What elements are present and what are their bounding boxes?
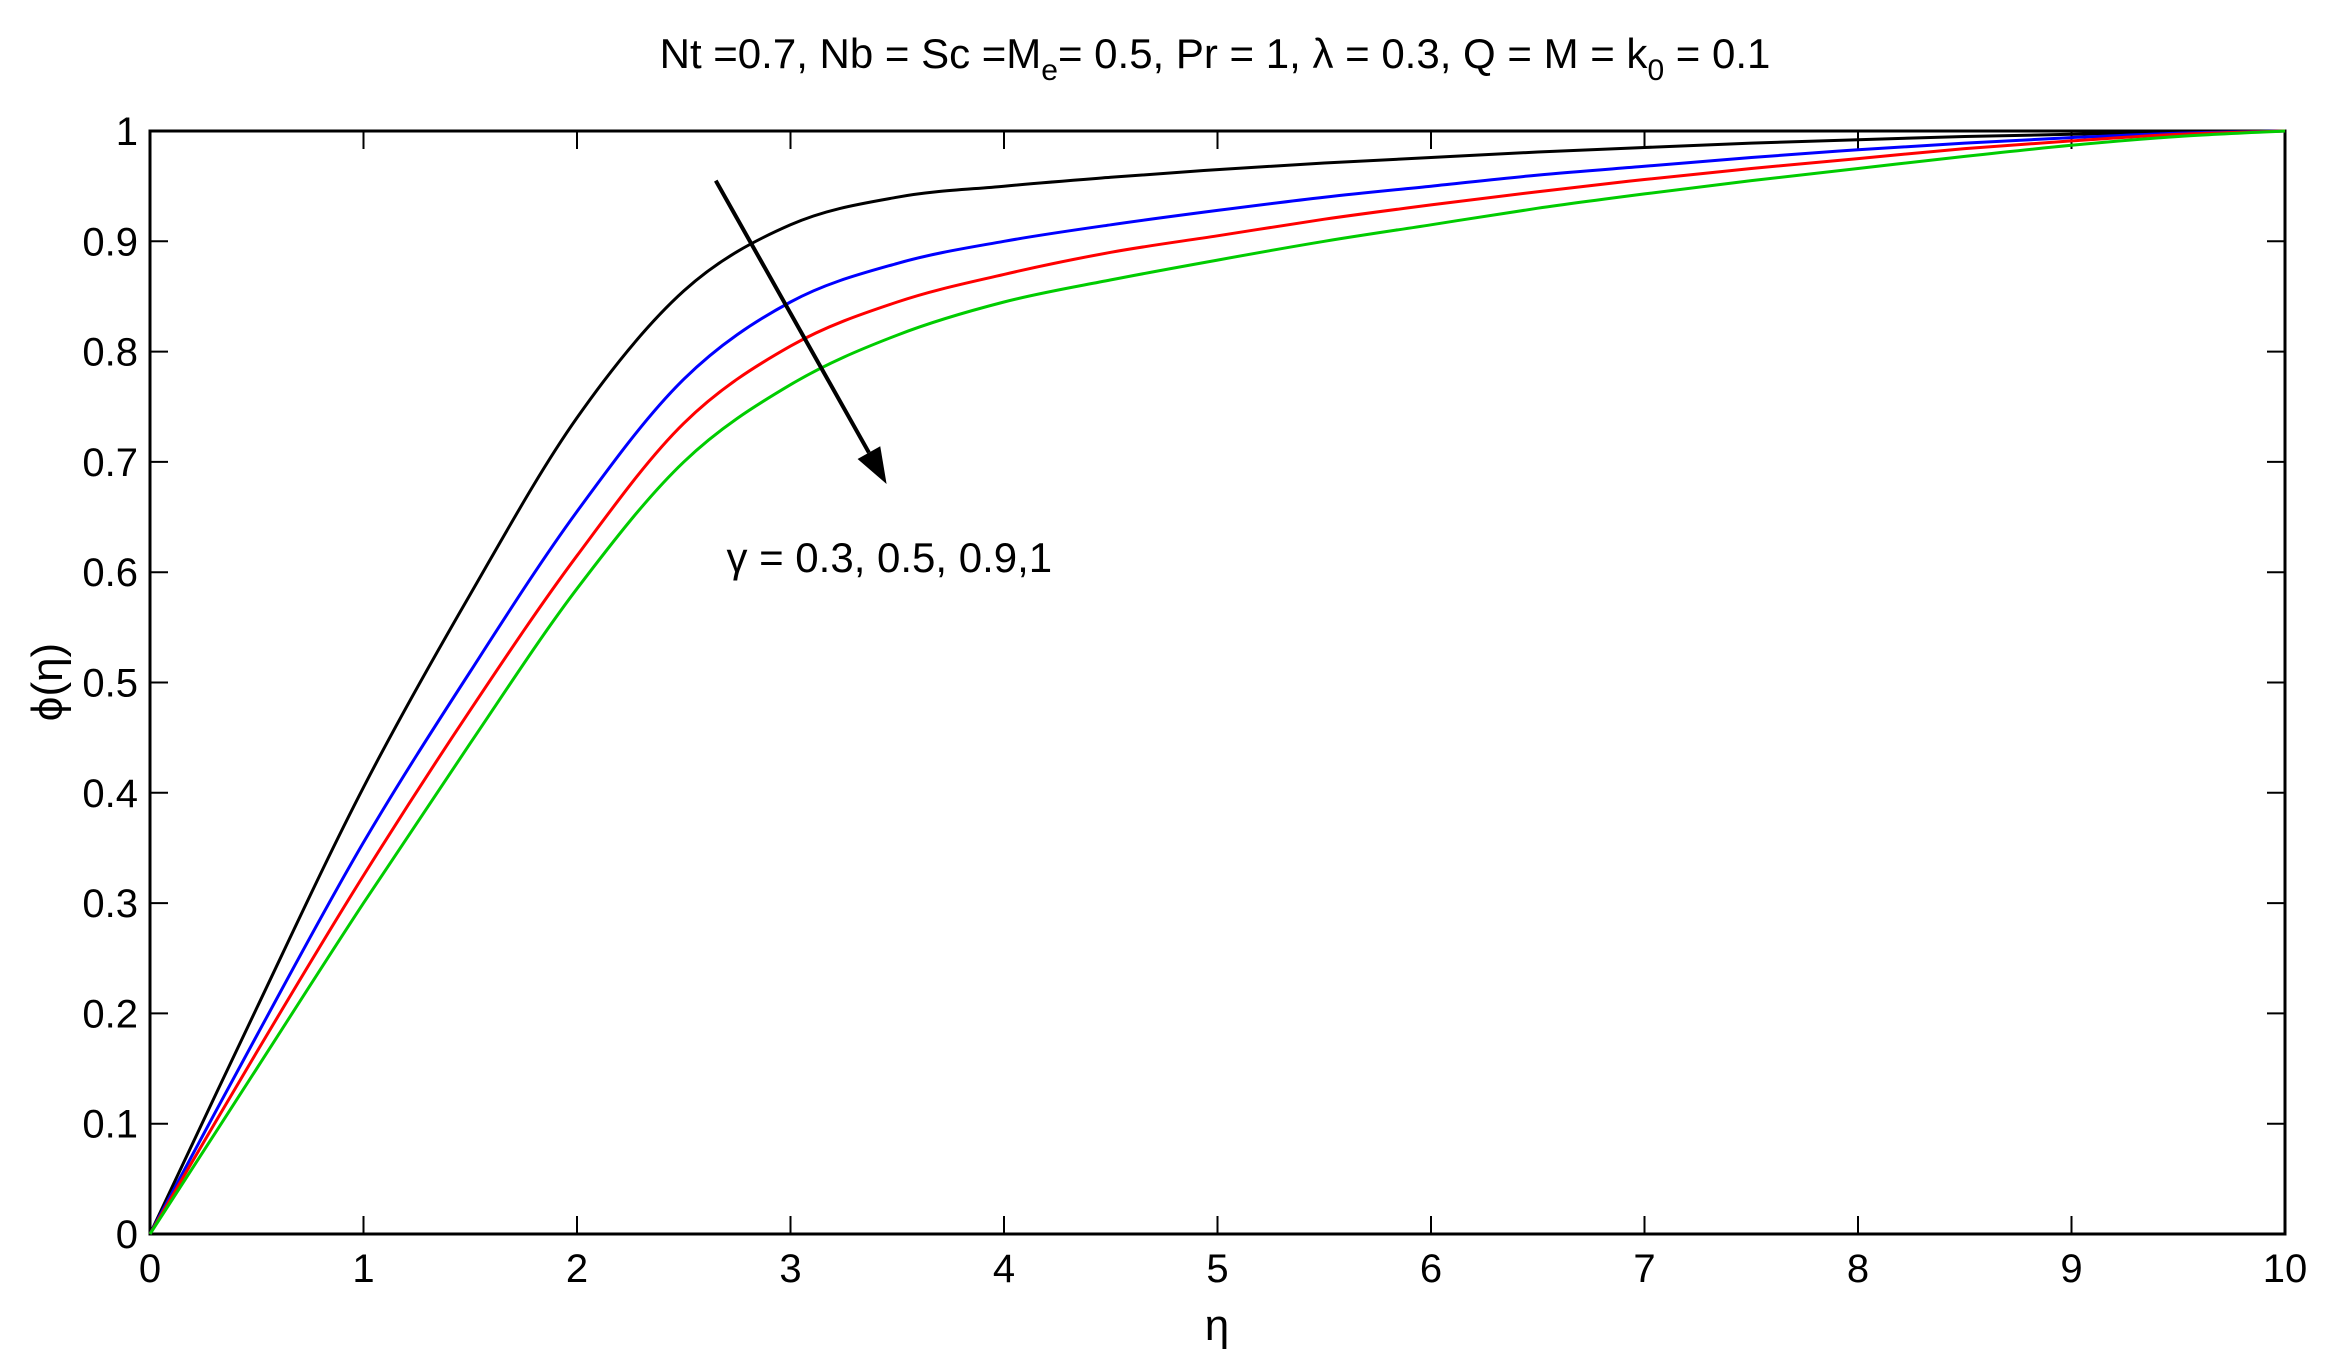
- series-line-2: [148, 129, 2286, 1235]
- y-tick-label: 0.5: [82, 662, 138, 706]
- title-part-3: = 0.1: [1664, 30, 1770, 77]
- y-tick-label: 0.1: [82, 1103, 138, 1147]
- x-tick-label: 2: [566, 1247, 588, 1291]
- y-axis-label: ϕ(η): [23, 643, 72, 721]
- axis-ticks: [149, 130, 2286, 1235]
- y-tick-label: 0: [116, 1213, 138, 1257]
- x-tick-labels: 0 1 2 3 4 5 6 7 8 9 10: [139, 1247, 2307, 1291]
- y-tick-label: 0.9: [82, 220, 138, 264]
- series-line-4: [148, 129, 2286, 1235]
- y-tick-label: 0.6: [82, 551, 138, 595]
- series-line-1: [148, 129, 2286, 1235]
- x-tick-label: 7: [1633, 1247, 1655, 1291]
- y-tick-labels: 0 0.1 0.2 0.3 0.4 0.5 0.6 0.7 0.8 0.9 1: [82, 110, 138, 1257]
- x-tick-label: 3: [779, 1247, 801, 1291]
- series-line-3: [148, 129, 2286, 1235]
- y-tick-label: 0.7: [82, 441, 138, 485]
- x-tick-label: 8: [1847, 1247, 1869, 1291]
- x-axis-label: η: [1205, 1301, 1229, 1350]
- title-part-1: Nt =0.7, Nb = Sc =M: [660, 30, 1042, 77]
- y-tick-label: 0.3: [82, 882, 138, 926]
- plot-frame: [148, 129, 2287, 1236]
- y-tick-label: 0.4: [82, 772, 138, 816]
- x-tick-label: 1: [352, 1247, 374, 1291]
- x-tick-label: 6: [1420, 1247, 1442, 1291]
- series-group: [148, 129, 2286, 1235]
- annotation-arrowhead: [857, 446, 887, 484]
- chart-title: Nt =0.7, Nb = Sc =Me= 0.5, Pr = 1, λ = 0…: [660, 30, 1771, 87]
- annotation-arrow: [714, 179, 871, 454]
- x-tick-label: 4: [993, 1247, 1015, 1291]
- x-tick-label: 0: [139, 1247, 161, 1291]
- annotation-label: γ = 0.3, 0.5, 0.9,1: [726, 534, 1052, 581]
- x-tick-label: 10: [2263, 1247, 2308, 1291]
- x-tick-label: 5: [1206, 1247, 1228, 1291]
- title-part-2: = 0.5, Pr = 1, λ = 0.3, Q = M = k: [1058, 30, 1648, 77]
- y-tick-label: 0.8: [82, 331, 138, 375]
- y-tick-label: 1: [116, 110, 138, 154]
- x-tick-label: 9: [2060, 1247, 2082, 1291]
- title-subscript-1: e: [1041, 54, 1058, 87]
- title-subscript-2: 0: [1647, 54, 1664, 87]
- y-tick-label: 0.2: [82, 992, 138, 1036]
